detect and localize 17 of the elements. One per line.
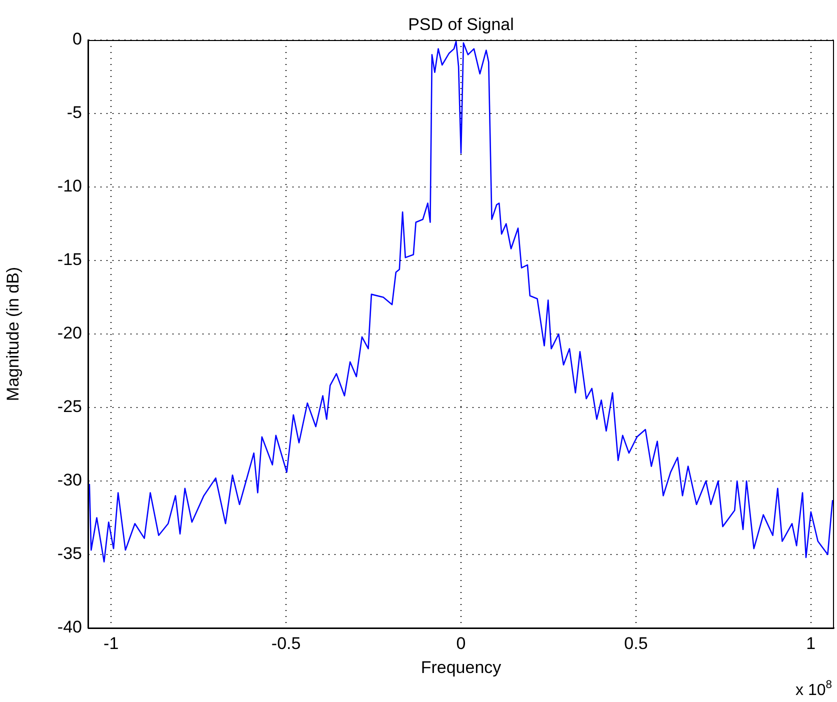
y-tick-label: -20 <box>57 324 82 343</box>
y-tick-label: -40 <box>57 618 82 637</box>
x-axis-title: Frequency <box>420 658 502 678</box>
chart-title: PSD of Signal <box>408 15 514 34</box>
x-tick-label: 0.5 <box>624 634 648 653</box>
y-tick-label: -15 <box>57 250 82 270</box>
x-tick-label: -0.5 <box>271 634 301 653</box>
y-tick-label: -25 <box>57 397 82 416</box>
y-tick-label: 0 <box>72 30 82 49</box>
x-tick-label: 1 <box>806 634 816 653</box>
x-tick-label: -1 <box>104 634 119 653</box>
y-axis-title: Magnitude (in dB) <box>4 266 23 402</box>
y-tick-label: -10 <box>57 176 82 196</box>
x-tick-label: 0 <box>456 634 466 653</box>
y-tick-label: -5 <box>66 103 82 122</box>
y-tick-label: -30 <box>57 470 82 490</box>
y-tick-label: -35 <box>57 544 82 564</box>
